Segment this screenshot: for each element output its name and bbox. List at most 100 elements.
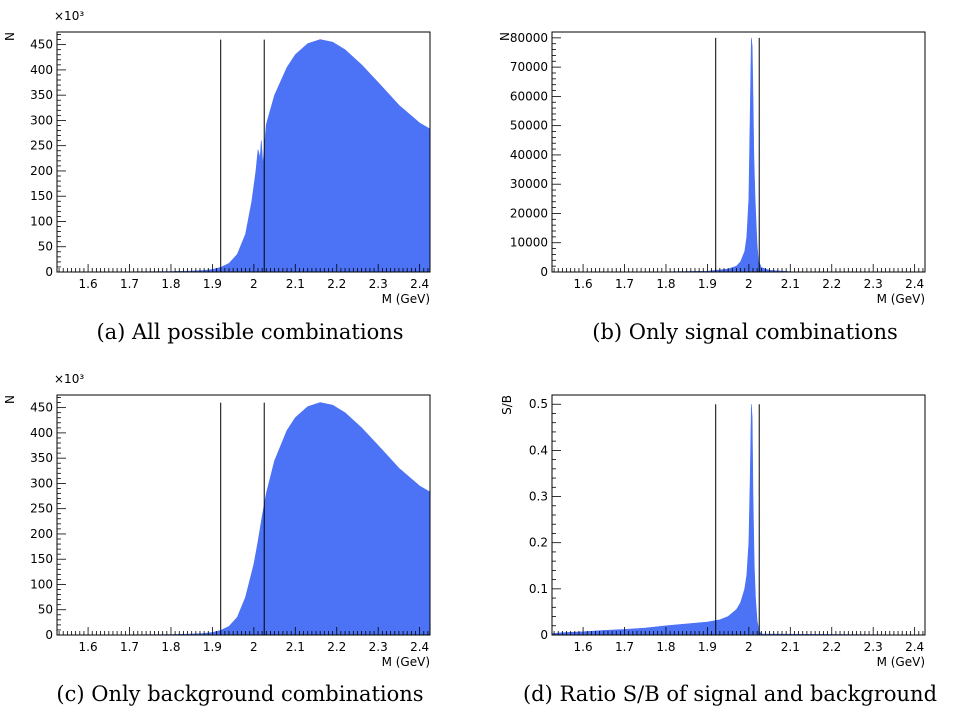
x-tick-label: 1.8 (656, 640, 675, 654)
y-tick-label: 0 (540, 265, 548, 279)
y-tick-label: 300 (30, 476, 53, 490)
panel-c: 1.6 1.7 1.8 1.9 2 2.1 2.2 2.3 2.4 0 50 100 150 200 250… (0, 363, 460, 673)
x-tick-label: 2 (250, 640, 258, 654)
x-tick-label: 1.8 (656, 277, 675, 291)
caption-c: (c) Only background combinations (56, 682, 424, 706)
y-tick-label: 100 (30, 214, 53, 228)
y-tick-label: 0.1 (529, 582, 548, 596)
x-tick-label: 2.3 (864, 277, 883, 291)
plot-frame (56, 31, 431, 273)
y-tick-label: 150 (30, 189, 53, 203)
y-axis-title: S/B (500, 395, 514, 415)
y-tick-label: 50 (38, 240, 53, 254)
caption-d: (d) Ratio S/B of signal and background (522, 682, 938, 706)
y-tick-label: 80000 (510, 31, 548, 45)
panel-d: 1.6 1.7 1.8 1.9 2 2.1 2.2 2.3 2.4 0 0.1 0.2 0.3 0.4 0.… (495, 363, 955, 673)
caption-a: (a) All possible combinations (96, 320, 404, 344)
y-tick-label: 400 (30, 63, 53, 77)
histogram-area (56, 39, 431, 273)
x-tick-label: 1.9 (203, 640, 222, 654)
x-tick-label: 2.4 (905, 277, 924, 291)
y-tick-label: 350 (30, 88, 53, 102)
y-axis-multiplier: ×10³ (54, 9, 84, 23)
y-tick-label: 250 (30, 139, 53, 153)
x-tick-label: 1.9 (698, 277, 717, 291)
x-tick-label: 2.4 (410, 277, 429, 291)
y-tick-label: 400 (30, 426, 53, 440)
chart-all-combinations: 1.6 1.7 1.8 1.9 2 2.1 2.2 2.3 2.4 0 50 100 150 200 250… (3, 9, 431, 306)
histogram-area (551, 404, 926, 636)
caption-b: (b) Only signal combinations (592, 320, 898, 344)
x-tick-label: 1.6 (79, 277, 98, 291)
x-tick-label: 1.7 (120, 277, 139, 291)
x-tick-label: 2.3 (864, 640, 883, 654)
y-tick-label: 0 (45, 628, 53, 642)
x-tick-label: 2.2 (822, 640, 841, 654)
y-tick-label: 50000 (510, 119, 548, 133)
x-tick-label: 2.1 (781, 277, 800, 291)
y-tick-label: 0.4 (529, 443, 548, 457)
x-tick-label: 2 (745, 277, 753, 291)
y-tick-label: 450 (30, 38, 53, 52)
x-tick-label: 2.4 (410, 640, 429, 654)
y-axis-title: N (498, 32, 512, 41)
y-tick-label: 50 (38, 603, 53, 617)
x-tick-label: 2.3 (369, 277, 388, 291)
y-tick-label: 250 (30, 502, 53, 516)
y-tick-label: 150 (30, 552, 53, 566)
y-tick-label: 0.5 (529, 397, 548, 411)
chart-signal-background-ratio: 1.6 1.7 1.8 1.9 2 2.1 2.2 2.3 2.4 0 0.1 0.2 0.3 0.4 0.… (500, 394, 926, 669)
plot-frame (56, 394, 431, 636)
y-tick-label: 20000 (510, 206, 548, 220)
y-tick-label: 0 (540, 628, 548, 642)
panel-b: 1.6 1.7 1.8 1.9 2 2.1 2.2 2.3 2.4 0 10000 20000 3000… (495, 0, 955, 310)
x-tick-label: 1.7 (120, 640, 139, 654)
chart-background-combinations: 1.6 1.7 1.8 1.9 2 2.1 2.2 2.3 2.4 0 50 100 150 200 250… (3, 372, 431, 669)
x-tick-label: 2.1 (286, 640, 305, 654)
y-tick-label: 40000 (510, 148, 548, 162)
y-axis-title: N (3, 32, 17, 41)
plot-frame (551, 394, 926, 636)
x-tick-label: 2.2 (822, 277, 841, 291)
x-tick-label: 2.1 (286, 277, 305, 291)
x-tick-label: 2.1 (781, 640, 800, 654)
x-tick-label: 1.8 (161, 277, 180, 291)
y-axis-multiplier: ×10³ (54, 372, 84, 386)
x-tick-label: 1.7 (615, 640, 634, 654)
x-tick-label: 1.8 (161, 640, 180, 654)
y-tick-label: 70000 (510, 60, 548, 74)
histogram-area (551, 37, 926, 273)
y-tick-label: 100 (30, 577, 53, 591)
histogram-area (56, 402, 431, 636)
x-tick-label: 1.7 (615, 277, 634, 291)
x-tick-label: 1.6 (574, 640, 593, 654)
y-tick-label: 0.2 (529, 536, 548, 550)
y-tick-label: 450 (30, 401, 53, 415)
y-axis-title: N (3, 395, 17, 404)
x-axis-title: M (GeV) (382, 655, 430, 669)
x-tick-label: 1.9 (203, 277, 222, 291)
y-tick-label: 200 (30, 164, 53, 178)
y-tick-label: 350 (30, 451, 53, 465)
y-tick-label: 200 (30, 527, 53, 541)
plot-frame (551, 31, 926, 273)
y-tick-label: 10000 (510, 236, 548, 250)
x-axis-title: M (GeV) (877, 292, 925, 306)
chart-signal-combinations: 1.6 1.7 1.8 1.9 2 2.1 2.2 2.3 2.4 0 10000 20000 3000… (498, 31, 926, 306)
y-tick-label: 0 (45, 265, 53, 279)
x-tick-label: 2 (745, 640, 753, 654)
x-tick-label: 2.2 (327, 640, 346, 654)
x-axis-title: M (GeV) (382, 292, 430, 306)
y-tick-label: 30000 (510, 177, 548, 191)
x-tick-label: 2 (250, 277, 258, 291)
x-tick-label: 1.6 (79, 640, 98, 654)
x-tick-label: 2.4 (905, 640, 924, 654)
x-tick-label: 1.6 (574, 277, 593, 291)
x-tick-label: 2.3 (369, 640, 388, 654)
x-tick-label: 2.2 (327, 277, 346, 291)
panel-a: 1.6 1.7 1.8 1.9 2 2.1 2.2 2.3 2.4 0 50 100 150 200 250… (0, 0, 460, 310)
x-tick-label: 1.9 (698, 640, 717, 654)
y-tick-label: 300 (30, 113, 53, 127)
y-tick-label: 0.3 (529, 490, 548, 504)
x-axis-title: M (GeV) (877, 655, 925, 669)
